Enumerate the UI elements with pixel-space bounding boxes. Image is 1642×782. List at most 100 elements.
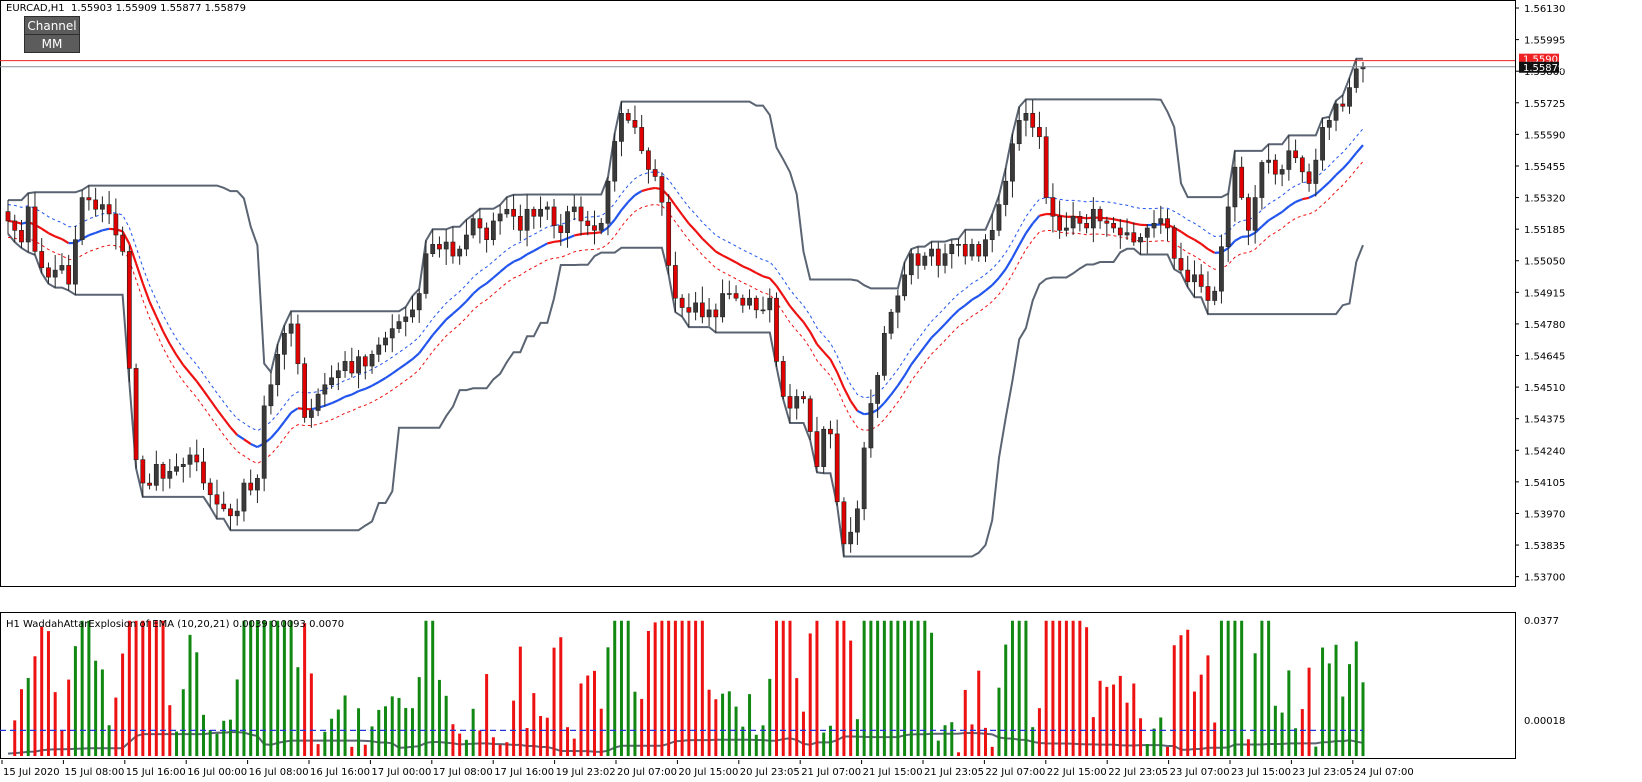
ema-line-segment bbox=[681, 214, 690, 225]
histogram-bar bbox=[431, 620, 435, 756]
indicator-pane[interactable]: 0.0377 0.00018 bbox=[0, 612, 1642, 760]
ema-line-segment bbox=[229, 426, 239, 436]
histogram-bar bbox=[1361, 682, 1365, 756]
histogram-bar bbox=[572, 738, 576, 756]
price-chart[interactable]: 1.561301.559951.558601.557251.555901.554… bbox=[0, 0, 1642, 612]
ema-line-segment bbox=[648, 186, 656, 191]
histogram-bar bbox=[471, 708, 475, 756]
candle bbox=[255, 474, 260, 504]
candle bbox=[767, 288, 773, 323]
ema-line-segment bbox=[1254, 225, 1263, 234]
candle-body bbox=[362, 356, 368, 367]
candle bbox=[1252, 185, 1258, 244]
candle-body bbox=[268, 384, 274, 407]
candle bbox=[32, 192, 38, 255]
candle-body bbox=[740, 297, 746, 306]
price-label: 1.55320 bbox=[1524, 194, 1565, 205]
histogram-bar bbox=[734, 706, 738, 756]
ema-line-segment bbox=[452, 307, 461, 315]
histogram-bar bbox=[532, 693, 536, 756]
candle-body bbox=[349, 361, 355, 374]
ema-line-segment bbox=[613, 209, 623, 221]
price-label: 1.56130 bbox=[1524, 4, 1565, 15]
ema-line-segment bbox=[270, 429, 279, 439]
candle-body bbox=[1266, 159, 1272, 163]
time-label: 24 Jul 07:00 bbox=[1354, 767, 1414, 778]
candle-body bbox=[457, 248, 463, 257]
candle bbox=[356, 349, 361, 389]
candle bbox=[126, 245, 132, 383]
histogram-bar bbox=[1078, 620, 1082, 756]
candle-body bbox=[942, 253, 948, 266]
histogram-bar bbox=[121, 653, 125, 756]
bid-price-tag bbox=[1519, 61, 1559, 73]
price-label: 1.55185 bbox=[1524, 225, 1565, 236]
candle-body bbox=[605, 180, 611, 224]
candle bbox=[672, 251, 678, 313]
candle-body bbox=[113, 213, 119, 236]
histogram-bar bbox=[700, 620, 704, 756]
ema-line-segment bbox=[88, 231, 97, 237]
histogram-bar bbox=[1159, 717, 1163, 756]
candle bbox=[1353, 58, 1359, 93]
histogram-bar bbox=[801, 711, 805, 756]
candle-body bbox=[423, 253, 429, 294]
ema-line-segment bbox=[1018, 232, 1027, 246]
candle bbox=[659, 172, 665, 216]
candle bbox=[73, 225, 78, 295]
candle bbox=[342, 351, 348, 378]
candle bbox=[895, 289, 901, 329]
candle-body bbox=[612, 141, 618, 182]
ema-line-segment bbox=[1302, 196, 1310, 201]
indicator-chart[interactable]: 0.0377 0.00018 bbox=[0, 612, 1642, 760]
time-label: 21 Jul 15:00 bbox=[863, 767, 923, 778]
ema-line-segment bbox=[641, 188, 649, 193]
histogram-bar bbox=[444, 695, 448, 756]
candle bbox=[693, 291, 699, 321]
candle-body bbox=[666, 201, 672, 266]
ema-line-segment bbox=[762, 275, 771, 280]
candle bbox=[282, 325, 287, 370]
candle bbox=[369, 350, 375, 374]
ema-line-segment bbox=[1120, 219, 1128, 223]
histogram-bar bbox=[309, 673, 313, 756]
candle-body bbox=[706, 309, 712, 318]
candle bbox=[12, 214, 18, 242]
candle-body bbox=[228, 508, 233, 517]
candle-body bbox=[248, 482, 254, 491]
ema-line-segment bbox=[344, 393, 353, 398]
candle bbox=[841, 497, 847, 557]
histogram-bar bbox=[201, 714, 205, 756]
histogram-bar bbox=[788, 620, 792, 756]
histogram-bar bbox=[1213, 722, 1217, 756]
mm-button[interactable]: MM bbox=[24, 34, 80, 53]
ema-line-segment bbox=[128, 243, 138, 264]
candle bbox=[497, 204, 503, 235]
histogram-bar bbox=[673, 620, 677, 756]
histogram-bar bbox=[795, 678, 799, 756]
histogram-bar bbox=[181, 689, 185, 756]
candle-body bbox=[12, 220, 18, 231]
ema-line-segment bbox=[903, 363, 913, 377]
candle-body bbox=[1158, 218, 1164, 224]
candle-body bbox=[497, 213, 503, 222]
histogram-bar bbox=[80, 620, 84, 756]
candle-body bbox=[747, 297, 752, 306]
candle bbox=[261, 395, 267, 492]
candle bbox=[558, 213, 564, 246]
candle-body bbox=[1030, 113, 1036, 128]
ema-line-segment bbox=[526, 249, 535, 256]
candle-body bbox=[592, 225, 597, 231]
ema-line-segment bbox=[189, 372, 198, 383]
candle bbox=[1299, 155, 1305, 183]
histogram-bar bbox=[950, 722, 954, 756]
channel-button[interactable]: Channel bbox=[24, 16, 80, 35]
candle-body bbox=[19, 230, 24, 243]
candle bbox=[335, 362, 341, 391]
ema-line-segment bbox=[411, 352, 420, 360]
histogram-bar bbox=[289, 620, 293, 756]
histogram-bar bbox=[249, 620, 253, 756]
price-pane[interactable]: 1.561301.559951.558601.557251.555901.554… bbox=[0, 0, 1642, 612]
histogram-bar bbox=[1152, 728, 1156, 756]
